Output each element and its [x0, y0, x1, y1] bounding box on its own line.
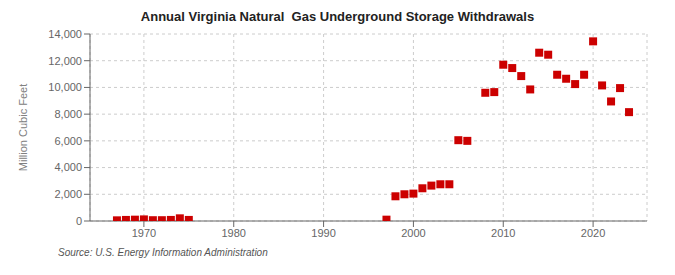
svg-text:0: 0 [76, 215, 82, 227]
svg-text:2000: 2000 [401, 227, 425, 239]
svg-text:2010: 2010 [491, 227, 515, 239]
svg-text:6,000: 6,000 [54, 135, 82, 147]
html-text:Annual Virginia Natural Gas Un: Annual Virginia Natural Gas Underground … [140, 9, 535, 24]
svg-text:2,000: 2,000 [54, 188, 82, 200]
svg-text:Million Cubic Feet: Million Cubic Feet [17, 84, 29, 171]
svg-text:12,000: 12,000 [48, 55, 82, 67]
svg-text:1970: 1970 [132, 227, 156, 239]
svg-text:10,000: 10,000 [48, 81, 82, 93]
svg-text:2020: 2020 [581, 227, 605, 239]
svg-text:14,000: 14,000 [48, 28, 82, 40]
html-text:Source: U.S. Energy Informatio: Source: U.S. Energy Information Administ… [58, 247, 268, 258]
svg-text:4,000: 4,000 [54, 161, 82, 173]
svg-text:1980: 1980 [221, 227, 245, 239]
svg-text:8,000: 8,000 [54, 108, 82, 120]
svg-text:1990: 1990 [311, 227, 335, 239]
